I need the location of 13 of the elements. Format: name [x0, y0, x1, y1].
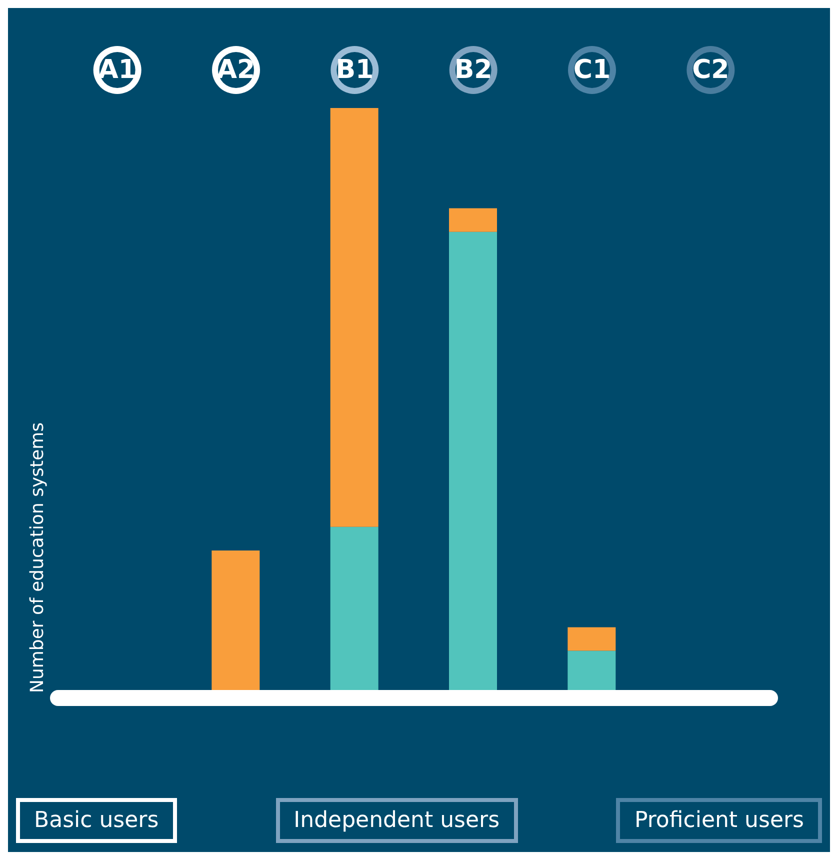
bar — [449, 208, 497, 232]
x-tick-label: A1 — [98, 55, 136, 85]
bar — [568, 627, 616, 651]
x-tick-label: C1 — [573, 55, 611, 85]
x-tick-label: A2 — [216, 55, 256, 85]
text: Independent users — [276, 798, 518, 843]
text: Proficient users — [616, 798, 822, 843]
x-tick-label: C2 — [692, 55, 730, 85]
y-axis-title: Number of education systems — [27, 422, 48, 693]
text: Basic users — [16, 798, 177, 843]
bar — [330, 108, 378, 527]
x-tick-label: B1 — [336, 55, 374, 85]
x-tick-label: B2 — [454, 55, 492, 85]
